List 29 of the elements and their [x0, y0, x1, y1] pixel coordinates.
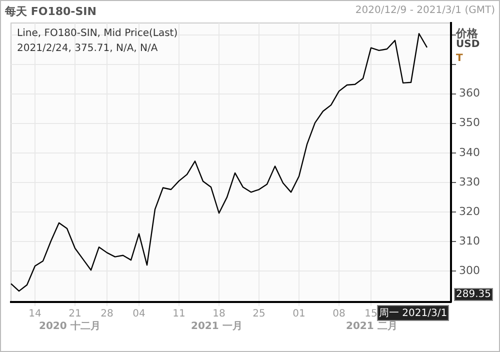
- annotation: Line, FO180-SIN, Mid Price(Last): [17, 28, 178, 39]
- x-tick-label: 11: [172, 308, 186, 320]
- text: 周一 2021/3/1: [377, 305, 450, 321]
- chart-title: 每天 FO180-SIN: [5, 4, 96, 19]
- text: 2021 一月: [191, 320, 242, 333]
- y-tick-label: 310: [459, 234, 480, 248]
- text: 2020 十二月: [39, 320, 100, 333]
- x-tick-label: 28: [100, 308, 114, 320]
- y-tick-label: 360: [459, 86, 480, 100]
- y-tick-label: 350: [459, 116, 480, 130]
- x-tick-label: 18: [212, 308, 226, 320]
- y-tick-label: 320: [459, 204, 480, 218]
- text: T: [456, 53, 463, 64]
- annotation: 2021/2/24, 375.71, N/A, N/A: [17, 43, 158, 54]
- x-tick-label: 04: [132, 308, 146, 320]
- y-axis-title: 价格: [456, 26, 478, 40]
- text: USD: [456, 39, 480, 50]
- x-tick-label: 15: [364, 308, 378, 320]
- x-tick-label: 08: [332, 308, 346, 320]
- x-tick-label: 01: [292, 308, 306, 320]
- x-tick-label: 25: [252, 308, 266, 320]
- chart-subtitle: 2020/12/9 - 2021/3/1 (GMT): [355, 5, 495, 16]
- x-tick-label: 14: [28, 308, 42, 320]
- y-tick-label: 340: [459, 146, 480, 159]
- text: 289.35: [454, 288, 493, 301]
- x-tick-label: 21: [68, 308, 82, 320]
- y-tick-label: 300: [459, 264, 480, 277]
- text: 2021 二月: [346, 320, 398, 333]
- y-tick-label: 330: [459, 175, 480, 188]
